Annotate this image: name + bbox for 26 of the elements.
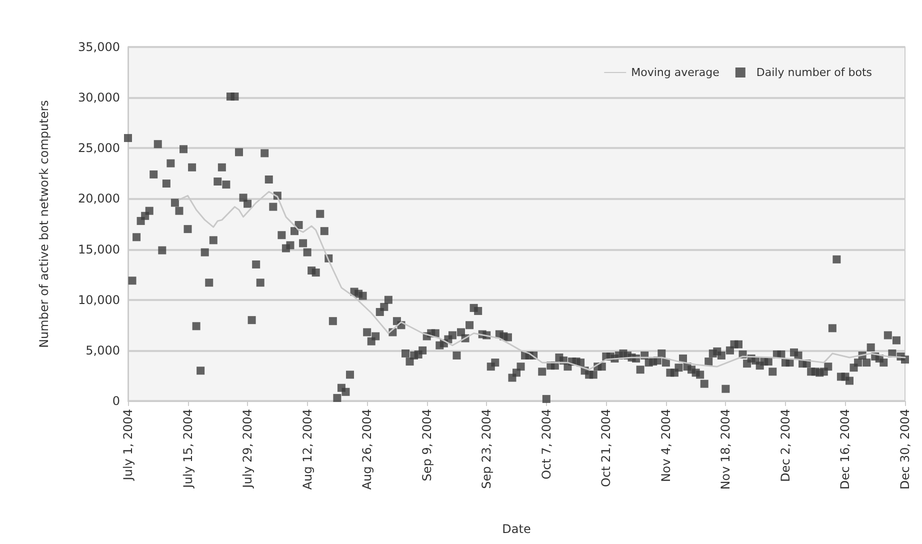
y-tick-label: 20,000 <box>78 192 120 206</box>
y-tick-label: 15,000 <box>78 242 120 256</box>
x-tick-label: July 1, 2004 <box>121 409 135 482</box>
y-tick-label: 35,000 <box>78 40 120 54</box>
x-tick-label: Oct 7, 2004 <box>539 409 554 480</box>
y-tick-label: 25,000 <box>78 141 120 156</box>
x-tick-label: July 29, 2004 <box>240 409 255 489</box>
y-tick-label: 5,000 <box>86 343 120 358</box>
legend-label: Moving average <box>631 66 720 79</box>
x-axis-title: Date <box>502 522 531 536</box>
x-tick-label: Nov 4, 2004 <box>658 409 673 482</box>
y-axis-title: Number of active bot network computers <box>37 100 51 348</box>
x-tick-label: Aug 12, 2004 <box>300 409 314 490</box>
x-tick-label: Dec 2, 2004 <box>778 409 792 482</box>
y-tick-label: 30,000 <box>78 90 120 105</box>
x-tick-label: Sep 9, 2004 <box>420 409 434 482</box>
y-tick-label: 0 <box>112 394 120 408</box>
x-tick-label: Sep 23, 2004 <box>480 409 494 489</box>
y-tick-label: 10,000 <box>78 292 120 307</box>
legend-label: Daily number of bots <box>756 66 872 79</box>
x-tick-label: July 15, 2004 <box>180 409 195 489</box>
x-tick-label: Dec 16, 2004 <box>838 409 852 490</box>
x-tick-label: Dec 30, 2004 <box>898 409 912 490</box>
x-tick-label: Oct 21, 2004 <box>599 409 614 487</box>
x-tick-label: Aug 26, 2004 <box>360 409 374 490</box>
x-tick-label: Nov 18, 2004 <box>718 409 733 490</box>
